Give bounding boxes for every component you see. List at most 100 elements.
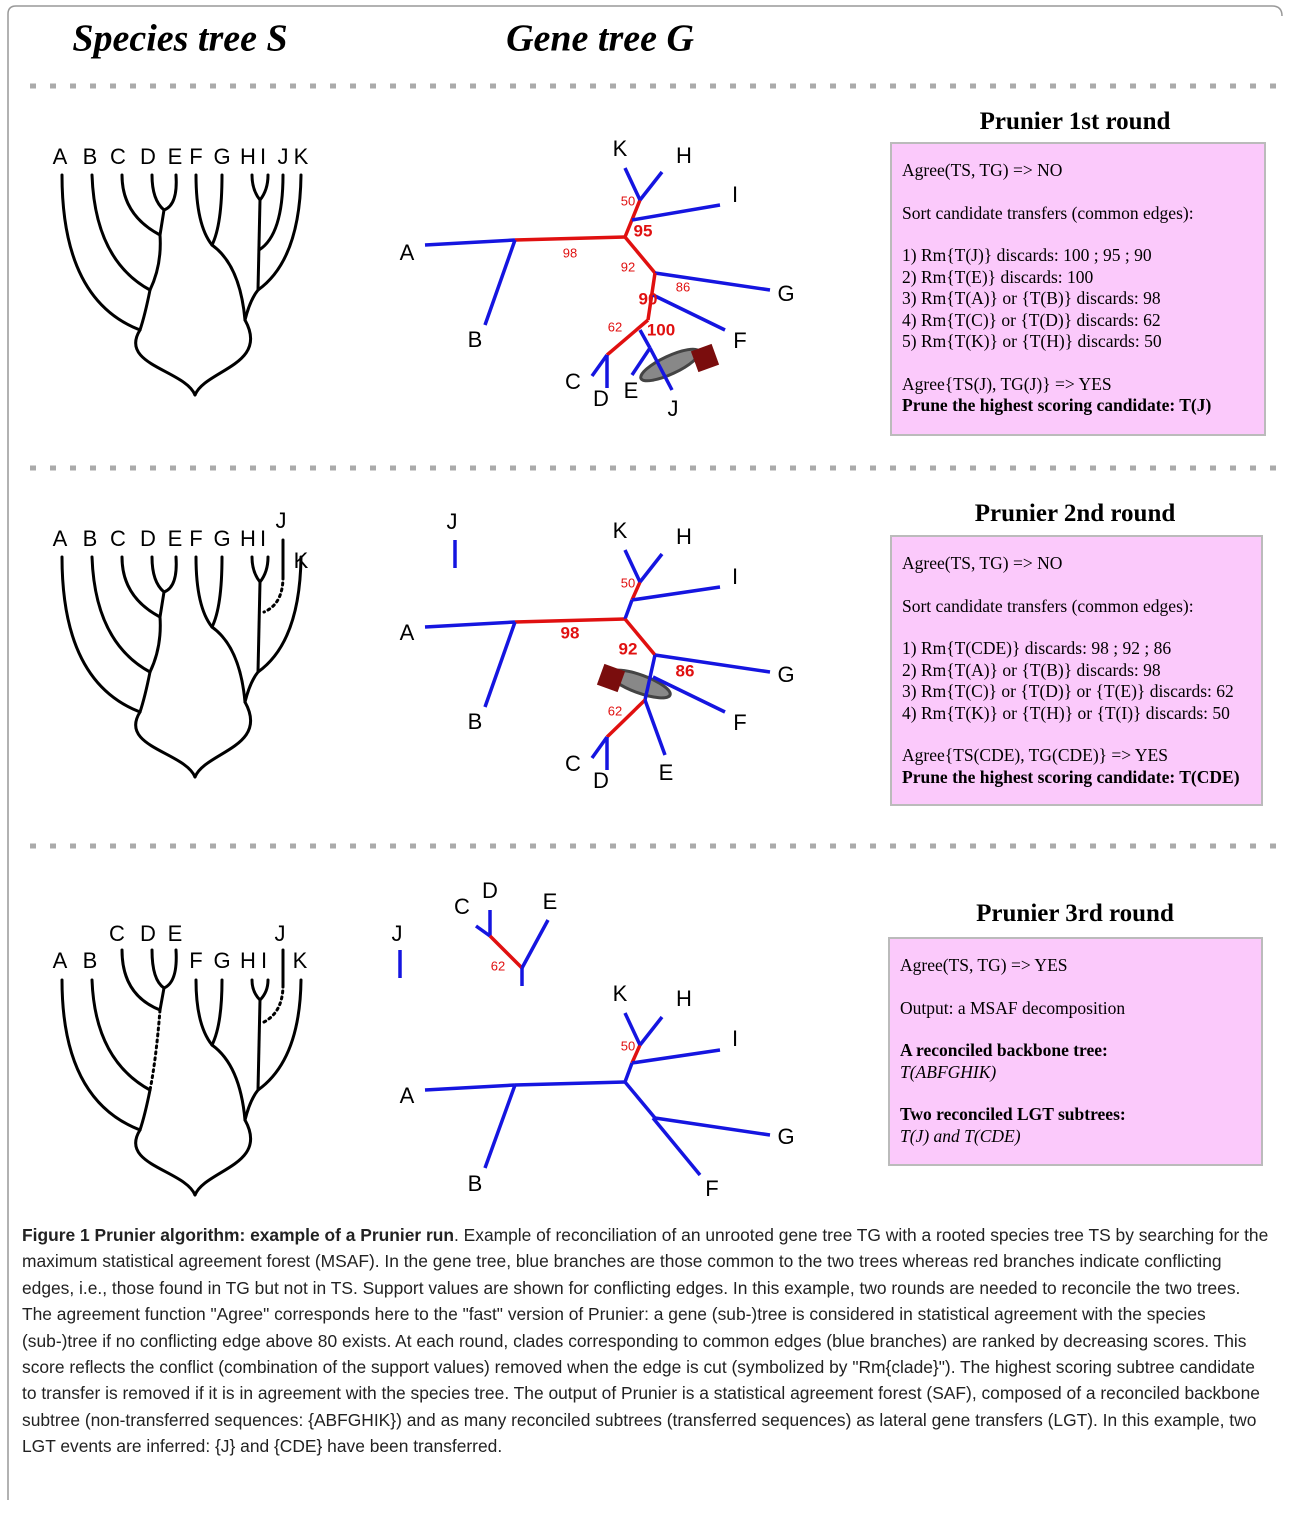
species-leaf: F [189,144,202,169]
branch [162,173,178,212]
species-leaf: I [261,948,267,973]
species-leaf: D [140,921,156,946]
round-box: Agree(TS, TG) => YES Output: a MSAF deco… [888,937,1263,1166]
branch [258,555,270,584]
box-line: Agree(TS, TG) => NO [902,553,1063,573]
branch [514,235,626,242]
branch [652,293,726,332]
branch [623,235,657,275]
branch [630,581,642,601]
gene-leaf: K [613,981,628,1006]
branch [256,555,303,674]
branch [258,978,270,1002]
branch [638,329,652,349]
gene-leaf: A [400,620,415,645]
branch [590,735,609,760]
gene-leaf: J [668,396,679,421]
branch [210,555,224,629]
species-leaf: B [83,144,98,169]
support-value: 98 [563,245,577,260]
branch [194,173,214,247]
species-leaf: D [140,144,156,169]
box-line: 3) Rm{T(A)} or {T(B)} discards: 98 [902,288,1161,308]
branch [210,625,247,704]
support-value: 98 [561,623,580,642]
gene-leaf: H [676,143,692,168]
gene-leaf: C [565,751,581,776]
gene-leaf: B [468,1171,483,1196]
species-leaf: E [168,921,183,946]
branch [210,1043,247,1122]
branch [256,998,262,1092]
branch [646,272,657,321]
species-leaf: J [278,144,289,169]
support-value: 50 [621,1038,635,1053]
species-leaf: H [240,526,256,551]
species-leaf: H [240,948,256,973]
branch [596,663,626,693]
branch [120,555,162,619]
gene-leaf: I [732,564,738,589]
branch [605,318,650,357]
box-line: Agree{TS(J), TG(J)} => YES [902,373,1112,394]
box-line: 2) Rm{T(E)} discards: 100 [902,266,1094,287]
branch [257,173,285,252]
box-line: 4) Rm{T(K)} or {T(H)} or {T(I)} discards… [902,702,1230,723]
support-value: 50 [621,575,635,590]
support-value: 86 [676,279,690,294]
gene-leaf: K [613,518,628,543]
species-tree [60,948,303,1197]
branch [256,978,303,1092]
branch [158,590,166,619]
branch [514,1080,626,1087]
branch [138,288,152,332]
branch [120,173,162,237]
branch [623,599,634,620]
species-leaf: A [53,948,68,973]
gene-leaf: J [447,509,458,534]
species-leaf: E [168,526,183,551]
branch [483,1084,517,1169]
branch [262,575,285,614]
branch [138,1088,152,1132]
round-box: Agree(TS, TG) => NO Sort candidate trans… [890,142,1266,436]
species-leaf: J [276,508,287,533]
branch [90,978,152,1092]
gene-leaf: E [659,760,674,785]
species-leaf: G [213,948,230,973]
gene-leaf: I [732,182,738,207]
branch [631,1048,721,1065]
branch [654,653,771,674]
support-value: 90 [639,289,658,308]
branch [158,208,166,237]
gene-leaf: I [732,1026,738,1051]
branch [210,243,247,322]
support-value: 95 [634,221,653,240]
support-value: 62 [608,319,622,334]
branch [483,621,517,708]
box-line: Agree(TS, TG) => YES [900,955,1068,975]
gene-leaf: H [676,986,692,1011]
branch [250,173,262,202]
gene-leaf: G [777,281,794,306]
caption-label: Figure 1 [22,1225,90,1245]
gene-leaf: F [733,328,746,353]
support-value: 62 [608,703,622,718]
branch [243,288,260,322]
branch [148,233,162,292]
branch [690,343,720,373]
species-leaf: H [240,144,256,169]
branch [488,934,524,970]
cut-icon [596,343,720,700]
gene-leaf: D [593,386,609,411]
species-leaf: F [189,526,202,551]
box-line: Sort candidate transfers (common edges): [902,595,1194,616]
branch [623,617,657,657]
branch [193,1118,253,1197]
species-leaf: K [294,144,309,169]
branch [631,585,721,602]
species-leaf: C [110,144,126,169]
branch [643,654,657,701]
branch [654,1116,771,1137]
